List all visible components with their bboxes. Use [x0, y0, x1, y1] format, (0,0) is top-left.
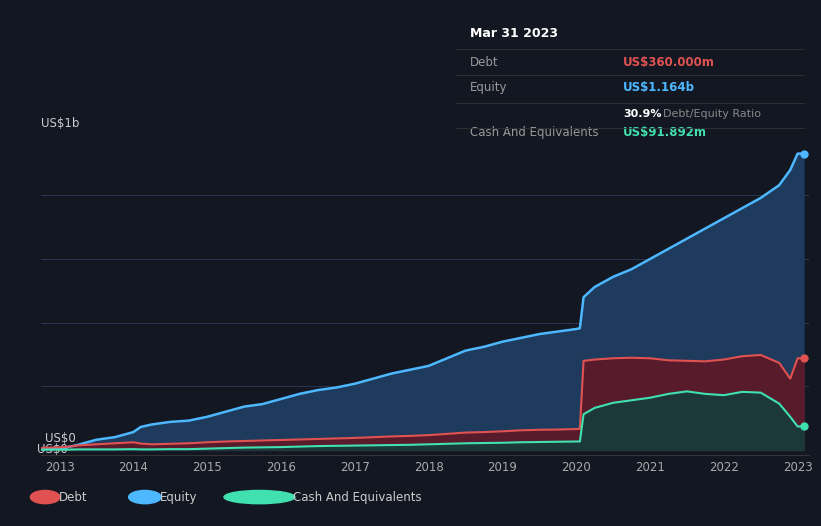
Text: Debt: Debt: [470, 56, 498, 69]
Text: Debt/Equity Ratio: Debt/Equity Ratio: [663, 109, 761, 119]
Circle shape: [224, 490, 295, 504]
Text: US$1.164b: US$1.164b: [623, 82, 695, 94]
Point: [797, 354, 810, 362]
Text: Equity: Equity: [160, 491, 198, 503]
Point: [797, 422, 810, 431]
Circle shape: [30, 490, 60, 504]
Circle shape: [129, 490, 161, 504]
Text: US$360.000m: US$360.000m: [623, 56, 715, 69]
Text: Equity: Equity: [470, 82, 507, 94]
Text: 30.9%: 30.9%: [623, 109, 662, 119]
Text: Cash And Equivalents: Cash And Equivalents: [293, 491, 421, 503]
Text: Debt: Debt: [59, 491, 88, 503]
Text: US$0: US$0: [45, 432, 76, 445]
Text: US$1b: US$1b: [41, 117, 80, 130]
Text: US$0: US$0: [37, 443, 68, 457]
Text: US$91.892m: US$91.892m: [623, 126, 707, 139]
Text: Mar 31 2023: Mar 31 2023: [470, 27, 557, 41]
Point: [797, 149, 810, 158]
Text: Cash And Equivalents: Cash And Equivalents: [470, 126, 599, 139]
